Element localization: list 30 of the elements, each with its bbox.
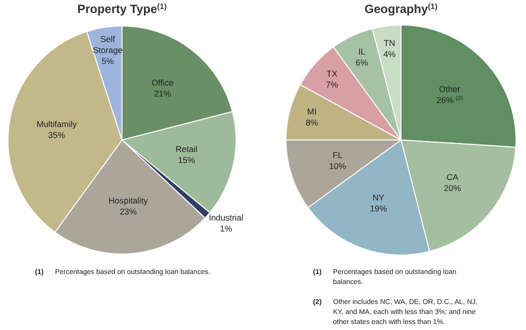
slice-label: Industrial [208,212,244,222]
slice-label: TX [326,68,338,79]
slice-label: Self Storage [92,34,123,55]
slice-label: Retail [176,144,198,154]
slice-label: IL [358,46,366,56]
data-label: 15% [178,154,196,165]
slice-label: CA [446,172,459,182]
slice-label: Hospitality [108,195,149,206]
data-label: 10% [329,161,347,172]
data-label: 20% [444,183,462,194]
slice-label: Multifamily [36,119,78,130]
slice-label: Office [152,77,174,88]
data-label: 5% [102,56,114,66]
chart-title: Geography$^{(1)}$ [364,2,438,16]
data-label: 6% [356,57,368,68]
data-label: 19% [370,203,388,214]
data-label: 4% [383,49,396,60]
data-label: 23% [120,206,138,216]
data-label: 7% [326,80,339,90]
chart-title: Property Type$^{(1)}$ [77,2,168,16]
data-label: 26% $^{(2)}$ [436,94,463,105]
slice-label: Other [438,84,460,94]
data-label: 8% [306,118,318,128]
slice-label: TN [384,38,396,48]
data-label: 21% [154,88,172,98]
slice-label: FL [332,150,343,160]
data-label: 1% [220,223,233,234]
data-label: 35% [48,130,66,140]
slice-label: MI [307,106,317,117]
slice-label: NY [372,192,385,202]
